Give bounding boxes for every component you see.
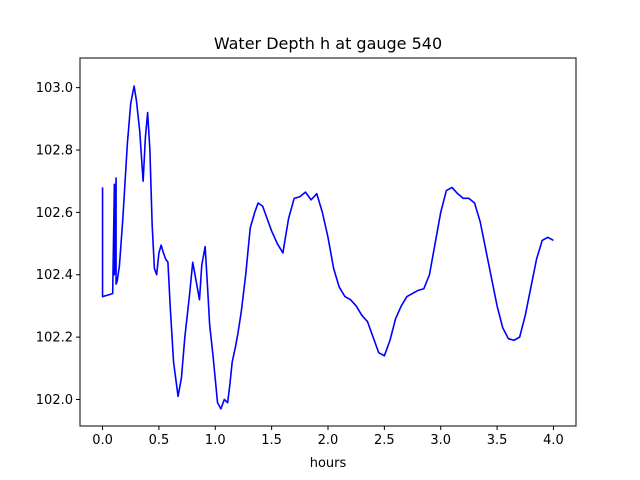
chart-title: Water Depth h at gauge 540 — [214, 34, 442, 53]
y-tick-label: 102.6 — [36, 206, 73, 221]
y-tick-label: 103.0 — [36, 81, 73, 96]
x-tick-label: 1.0 — [205, 433, 226, 448]
x-tick-label: 3.0 — [430, 433, 451, 448]
x-tick-label: 2.0 — [318, 433, 339, 448]
x-tick-label: 0.0 — [92, 433, 113, 448]
series-line-0 — [101, 85, 554, 410]
x-tick-label: 1.5 — [261, 433, 282, 448]
plot-area — [101, 85, 554, 410]
x-tick-label: 2.5 — [374, 433, 395, 448]
y-tick-label: 102.0 — [36, 393, 73, 408]
x-tick-label: 3.5 — [487, 433, 508, 448]
y-tick-label: 102.4 — [36, 268, 73, 283]
x-tick-label: 0.5 — [149, 433, 170, 448]
y-tick-label: 102.8 — [36, 144, 73, 159]
y-tick-label: 102.2 — [36, 331, 73, 346]
y-axis-ticks: 102.0 102.2 102.4 102.6 102.8 103.0 — [36, 81, 80, 408]
x-tick-label: 4.0 — [543, 433, 564, 448]
x-axis-ticks: 0.0 0.5 1.0 1.5 2.0 2.5 3.0 3.5 4.0 — [92, 426, 564, 448]
axes-frame — [79, 57, 577, 427]
x-axis-label: hours — [310, 456, 347, 471]
